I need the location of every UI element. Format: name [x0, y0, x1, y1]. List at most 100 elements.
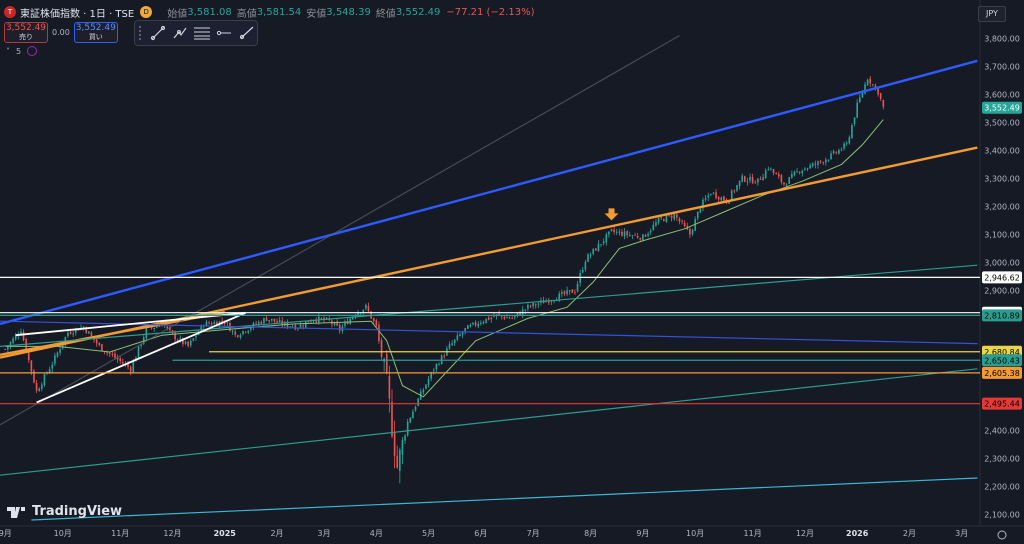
indicator-row[interactable]: ˅ 5	[6, 46, 38, 56]
candle-body	[791, 174, 793, 178]
candle-body	[626, 231, 629, 235]
level-label-box	[982, 366, 1022, 379]
candle-body	[532, 302, 534, 307]
candle-body	[226, 322, 229, 324]
candle-body	[796, 171, 798, 173]
collapse-chevron-icon[interactable]: ˅	[6, 46, 10, 56]
fib-tool-icon[interactable]	[191, 22, 213, 44]
candle-body	[482, 321, 485, 324]
candle-body	[25, 339, 27, 353]
candle-body	[297, 328, 299, 330]
candle-body	[866, 79, 869, 86]
spread-value: 0.00	[52, 28, 70, 37]
candle-body	[453, 339, 456, 344]
y-tick-label: 3,300.00	[984, 174, 1020, 183]
candle-body	[127, 364, 129, 367]
candle-body	[783, 182, 785, 185]
drag-handle-icon[interactable]	[139, 26, 147, 40]
ray-tool-icon[interactable]	[235, 22, 257, 44]
candle-body	[652, 224, 655, 230]
candle-body	[166, 326, 169, 329]
candle-body	[210, 323, 213, 325]
candle-body	[276, 321, 278, 323]
candle-body	[712, 192, 715, 194]
candle-body	[605, 234, 608, 243]
candle-body	[707, 195, 710, 198]
candle-body	[98, 343, 101, 346]
candle-body	[108, 352, 111, 354]
candle-body	[537, 303, 540, 305]
candle-body	[289, 326, 291, 328]
candle-body	[380, 340, 383, 357]
candle-body	[464, 328, 466, 332]
candle-body	[762, 177, 764, 181]
candle-body	[101, 344, 103, 351]
trend-line-tool-icon[interactable]	[147, 22, 169, 44]
candle-body	[43, 374, 46, 386]
candle-body	[385, 353, 388, 374]
symbol-title[interactable]: 東証株価指数 · 1日 · TSE	[20, 8, 135, 20]
candle-body	[375, 320, 378, 326]
candle-body	[336, 321, 338, 326]
x-tick-label: 11月	[111, 529, 129, 538]
candle-body	[129, 367, 132, 372]
open-value: 3,581.08	[187, 6, 232, 18]
last-price-label: 3,552.49	[984, 104, 1020, 113]
path-tool-icon[interactable]	[169, 22, 191, 44]
buy-button[interactable]: 3,552.49 買い	[73, 22, 118, 43]
candle-body	[67, 332, 69, 337]
candle-body	[527, 304, 529, 309]
candle-body	[571, 289, 574, 293]
x-tick-label: 2月	[270, 529, 283, 538]
level-label: 2,810.89	[984, 311, 1020, 320]
candle-body	[558, 293, 561, 302]
candle-body	[169, 327, 171, 331]
candle-body	[307, 320, 310, 323]
x-tick-label: 2月	[903, 529, 916, 538]
candle-body	[472, 322, 474, 325]
candle-body	[74, 328, 77, 333]
candle-body	[634, 234, 636, 236]
candle-body	[422, 389, 425, 393]
y-tick-label: 3,000.00	[984, 258, 1020, 267]
candle-body	[493, 316, 495, 318]
candle-body	[574, 292, 576, 294]
down-arrow-marker-icon	[604, 208, 619, 221]
candle-body	[581, 269, 584, 273]
candle-body	[325, 317, 328, 320]
channel-line-1	[0, 146, 978, 359]
change-value: −77.21 (−2.13%)	[446, 6, 535, 18]
candle-body	[142, 337, 145, 344]
candle-body	[710, 194, 712, 196]
level-label: 2,495.44	[984, 400, 1020, 409]
candle-body	[9, 342, 12, 347]
candle-body	[660, 216, 662, 219]
sell-button[interactable]: 3,552.49 売り	[4, 22, 48, 43]
candle-body	[106, 352, 108, 354]
horizontal-ray-tool-icon[interactable]	[213, 22, 235, 44]
candle-body	[678, 218, 681, 222]
candle-body	[378, 324, 380, 342]
candle-body	[265, 318, 268, 321]
candle-body	[568, 290, 571, 292]
candle-body	[349, 318, 351, 325]
candle-body	[399, 449, 401, 471]
candle-body	[270, 318, 273, 321]
currency-selector[interactable]: JPY	[978, 6, 1006, 22]
x-tick-label: 4月	[370, 529, 383, 538]
y-tick-label: 2,400.00	[984, 426, 1020, 435]
candle-body	[670, 215, 673, 218]
candle-body	[299, 324, 302, 329]
candle-body	[861, 92, 864, 98]
candle-body	[754, 182, 757, 184]
level-label: 2,650.43	[984, 356, 1020, 365]
candle-body	[689, 228, 691, 235]
trend-line-4	[0, 368, 978, 476]
candle-body	[242, 330, 244, 335]
candle-body	[806, 168, 809, 170]
candle-body	[872, 84, 874, 86]
candle-body	[51, 364, 54, 369]
sell-label: 売り	[19, 33, 33, 41]
candle-body	[764, 170, 767, 178]
